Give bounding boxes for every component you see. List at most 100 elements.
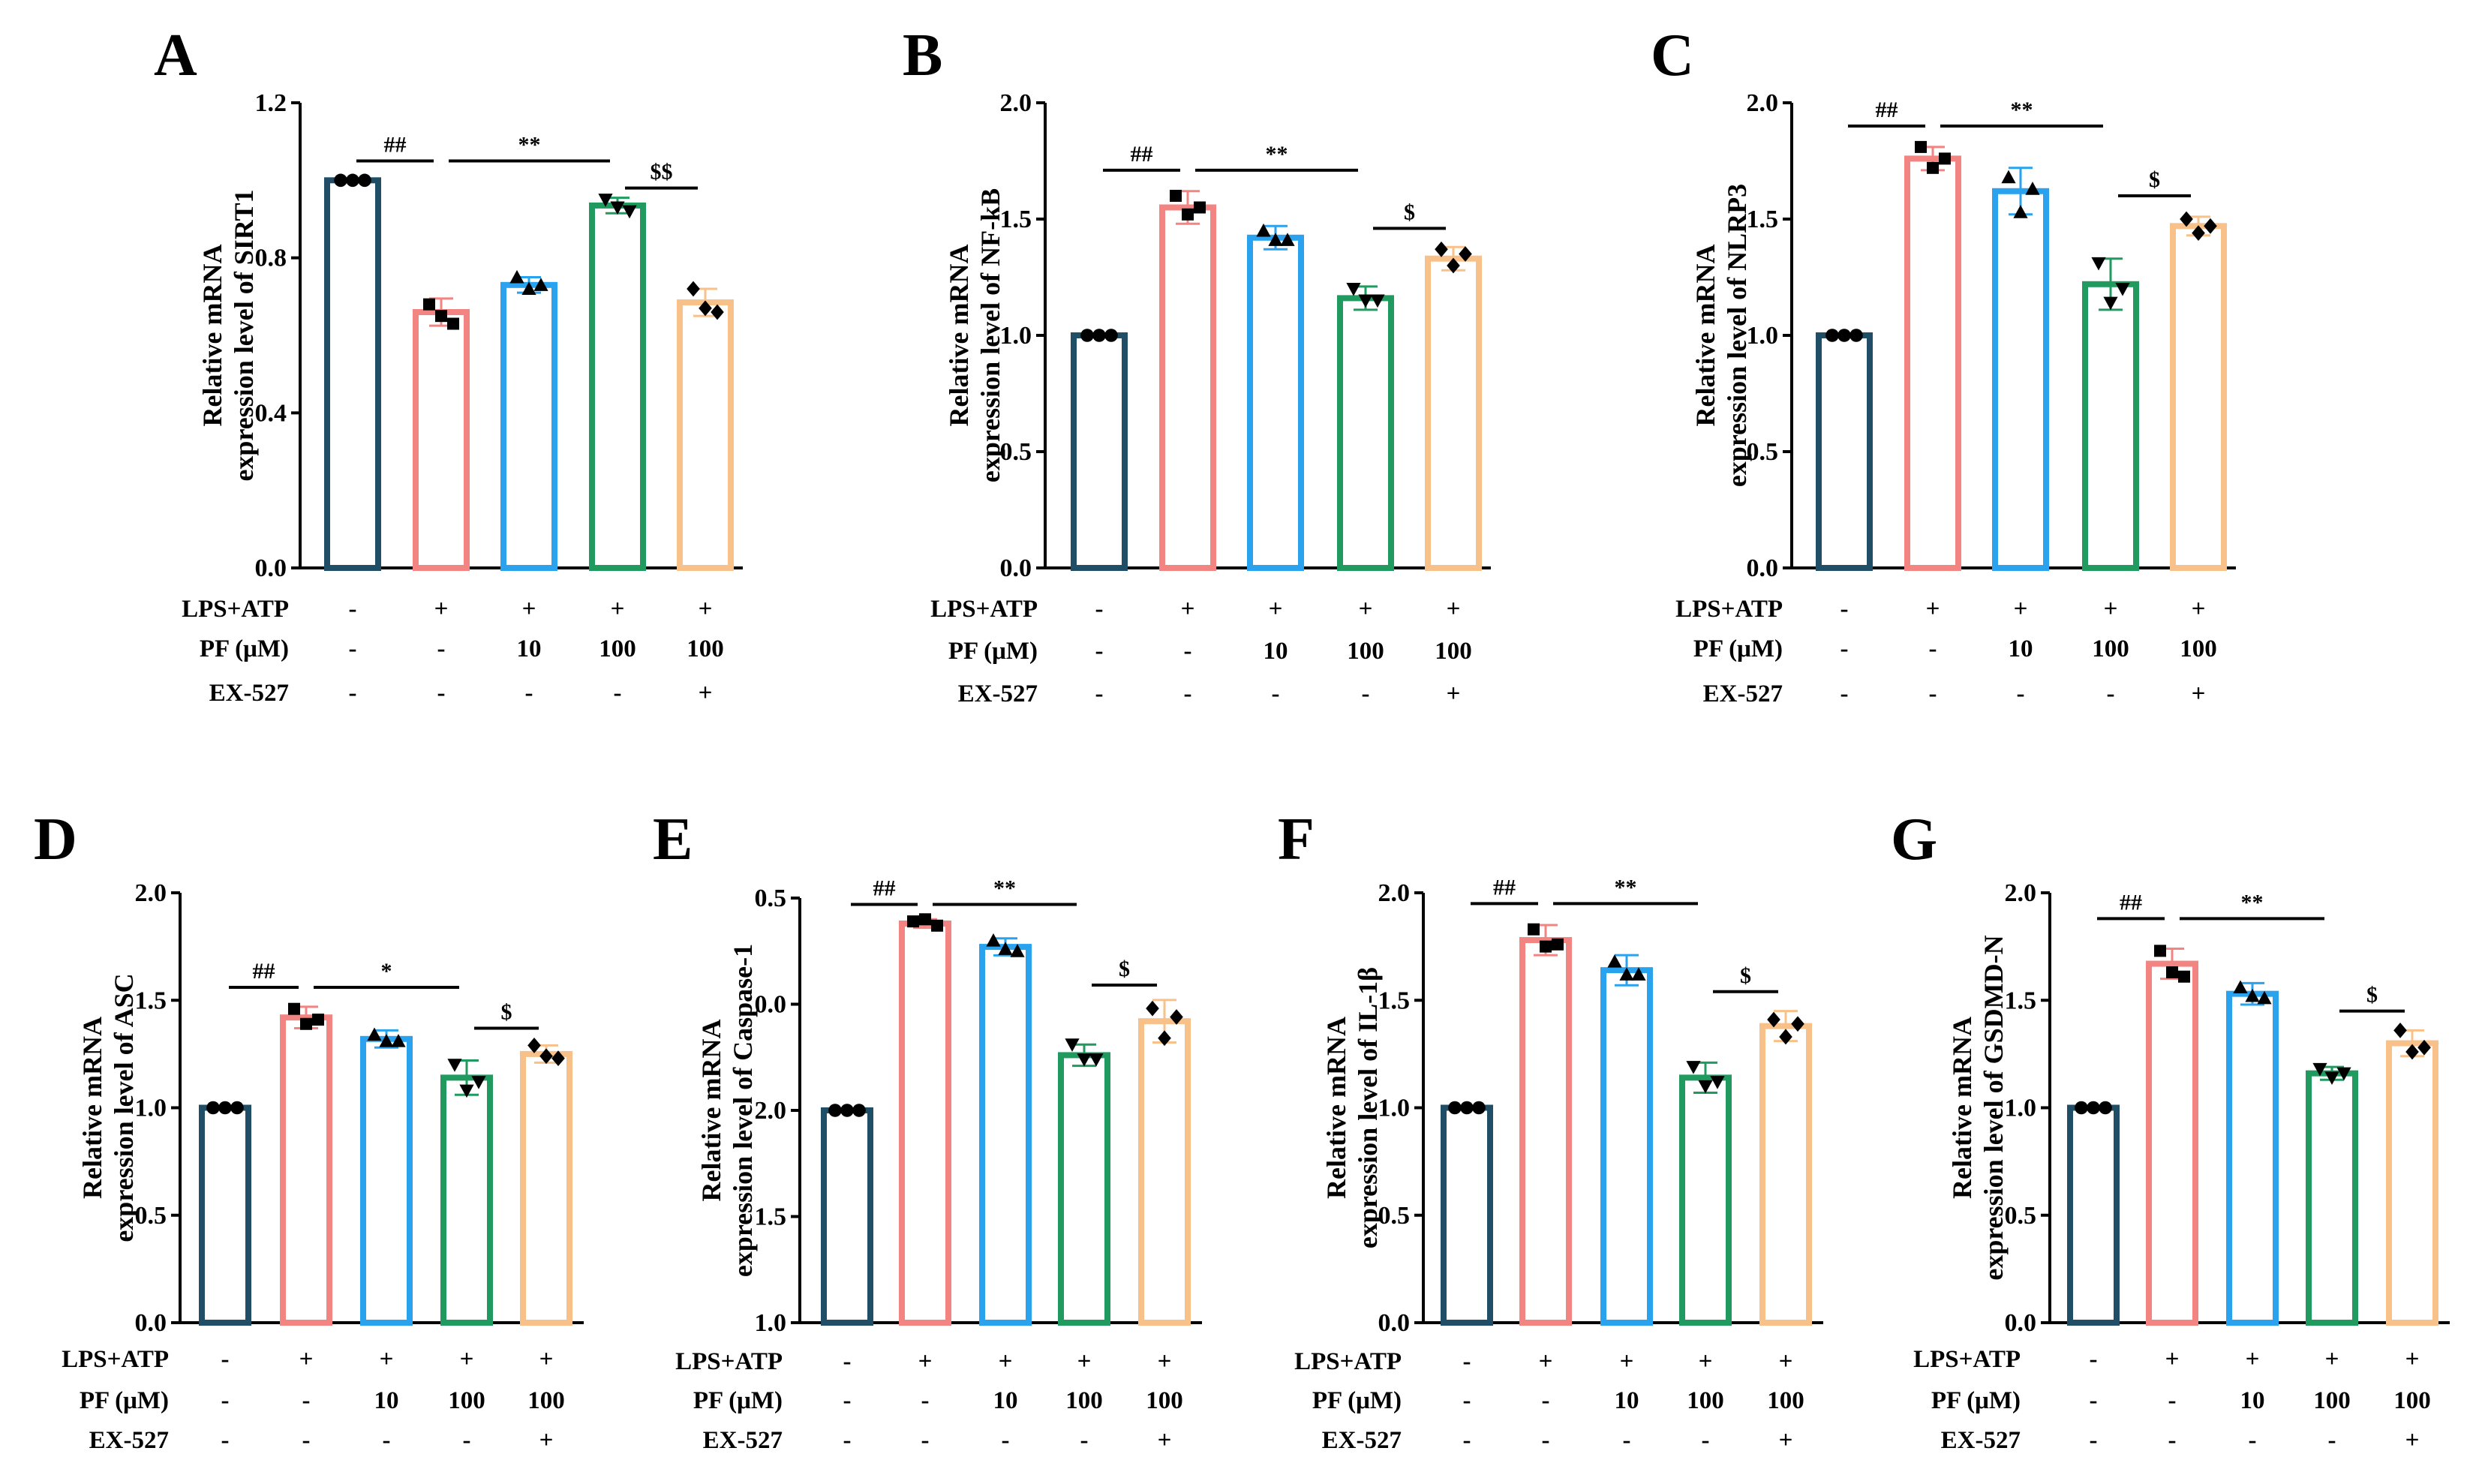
data-point <box>1698 1080 1713 1094</box>
significance-label: * <box>381 959 392 984</box>
y-tick-label: 1.0 <box>1378 1095 1411 1122</box>
condition-value: 10 <box>374 1387 399 1414</box>
significance-label: $ <box>501 999 512 1024</box>
condition-value: - <box>2107 680 2115 707</box>
condition-label: PF (μM) <box>80 1387 169 1414</box>
condition-value: - <box>843 1387 852 1414</box>
y-tick-label: 2.0 <box>755 1097 787 1125</box>
condition-label: PF (μM) <box>200 635 289 662</box>
bar-3 <box>2306 1070 2358 1326</box>
condition-label: EX-527 <box>703 1427 783 1454</box>
data-point <box>206 1101 220 1115</box>
condition-label: EX-527 <box>1941 1427 2021 1454</box>
condition-value: - <box>1463 1387 1471 1414</box>
data-point <box>533 278 548 291</box>
panel-letter: C <box>1651 23 1694 89</box>
data-point <box>2154 945 2166 957</box>
data-point <box>379 1034 394 1047</box>
bar-3 <box>1058 1052 1110 1326</box>
condition-value: - <box>1840 596 1849 623</box>
y-axis-title-line: expression level of NF-kB <box>975 188 1005 482</box>
data-point <box>1607 954 1622 968</box>
condition-value: + <box>299 1346 314 1373</box>
data-point <box>1791 1016 1804 1032</box>
data-point <box>1435 241 1448 257</box>
data-point <box>346 173 359 188</box>
data-point <box>1170 190 1182 202</box>
bar-2 <box>1992 188 2049 572</box>
data-point <box>1065 1038 1080 1052</box>
bar-4 <box>2170 223 2227 571</box>
condition-value: + <box>2246 1346 2260 1373</box>
y-tick-label: 2.0 <box>1747 89 1779 117</box>
condition-value: - <box>463 1427 471 1454</box>
condition-label: EX-527 <box>1322 1427 1402 1454</box>
condition-value: + <box>539 1427 554 1454</box>
data-point <box>852 1104 866 1117</box>
significance-label: ** <box>993 876 1016 900</box>
significance-label: ** <box>1266 142 1288 167</box>
bar-4 <box>1759 1023 1812 1326</box>
data-point <box>423 298 435 311</box>
data-point <box>551 1050 565 1067</box>
condition-value: + <box>2192 596 2206 623</box>
condition-value: + <box>1447 596 1461 623</box>
condition-value: - <box>843 1348 852 1375</box>
condition-label: LPS+ATP <box>1913 1346 2021 1373</box>
condition-value: - <box>1184 638 1192 665</box>
condition-value: - <box>1362 680 1370 707</box>
condition-value: 100 <box>687 635 724 662</box>
condition-value: + <box>1158 1427 1172 1454</box>
data-point <box>2312 1062 2327 1077</box>
bar-1 <box>2146 960 2198 1326</box>
data-point <box>1915 140 1927 153</box>
bar-0 <box>1071 332 1128 571</box>
condition-value: - <box>921 1387 930 1414</box>
data-point <box>334 173 347 188</box>
data-point <box>998 942 1013 955</box>
data-point <box>521 281 536 295</box>
condition-value: - <box>2168 1387 2177 1414</box>
y-tick-label: 0.5 <box>135 1202 167 1230</box>
condition-value: + <box>1779 1348 1793 1375</box>
y-tick-label: 0.5 <box>1747 438 1779 466</box>
condition-value: + <box>539 1346 554 1373</box>
data-point <box>2192 225 2205 241</box>
condition-label: EX-527 <box>209 680 289 707</box>
significance-label: ## <box>1493 875 1516 900</box>
y-axis-title-line: Relative mRNA <box>77 1017 107 1199</box>
data-point <box>1779 1029 1792 1045</box>
y-axis-title: Relative mRNAexpression level of ASC <box>77 973 139 1242</box>
condition-value: - <box>1002 1427 1010 1454</box>
condition-value: + <box>999 1348 1013 1375</box>
condition-value: + <box>1779 1427 1793 1454</box>
bar-4 <box>1425 255 1482 571</box>
panel-e: E Relative mRNAexpression level of Caspas… <box>653 807 1202 1454</box>
condition-value: - <box>1463 1348 1471 1375</box>
bar-2 <box>2226 990 2279 1326</box>
y-tick-label: 2.0 <box>2005 879 2037 907</box>
condition-value: 100 <box>448 1387 485 1414</box>
bar-4 <box>520 1050 572 1326</box>
condition-value: 10 <box>1615 1387 1639 1414</box>
data-point <box>1010 944 1025 957</box>
condition-value: + <box>1620 1348 1634 1375</box>
condition-value: + <box>1269 596 1283 623</box>
bar-0 <box>2067 1104 2120 1326</box>
data-point <box>687 281 700 297</box>
data-point <box>2405 1044 2419 1060</box>
bar-2 <box>979 944 1032 1326</box>
condition-value: + <box>380 1346 394 1373</box>
y-tick-label: 0.0 <box>255 554 287 582</box>
significance-label: ** <box>518 133 541 158</box>
data-point <box>2393 1022 2407 1038</box>
condition-value: - <box>1840 635 1849 662</box>
significance-label: ## <box>253 959 275 984</box>
bar-1 <box>1519 937 1572 1326</box>
bar-2 <box>500 281 557 571</box>
bar-0 <box>1441 1104 1493 1326</box>
y-axis-title-line: Relative mRNA <box>696 1020 726 1202</box>
bar-0 <box>821 1107 873 1326</box>
